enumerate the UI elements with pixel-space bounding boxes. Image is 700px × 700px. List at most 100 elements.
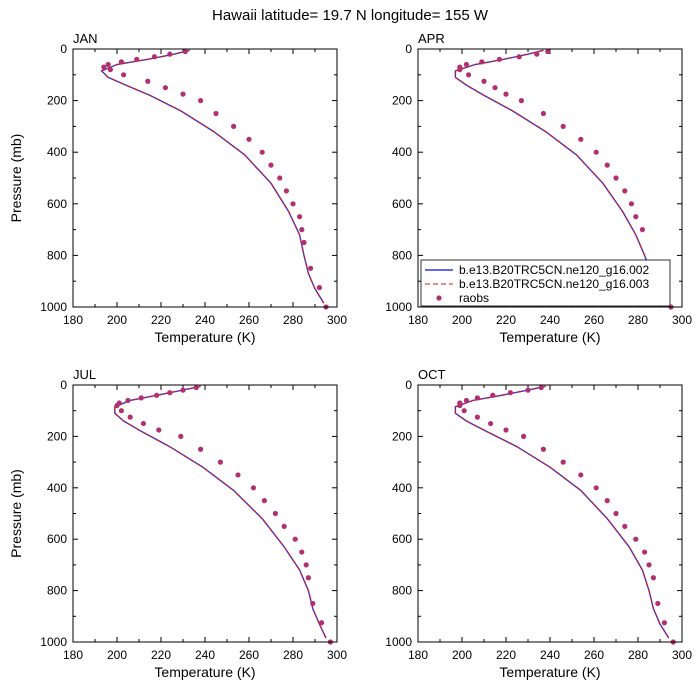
legend-entry: b.e13.B20TRC5CN.ne120_g16.002 — [459, 263, 649, 277]
panel-jan: JAN 180 200 220 240 260 280 300 0 200 400 600 800 100… — [8, 31, 347, 345]
x-tick-label: 220 — [151, 313, 171, 327]
raobs-point — [125, 397, 131, 404]
raobs-point — [277, 175, 283, 181]
panel-label-apr: APR — [418, 31, 445, 46]
raobs-point — [198, 446, 204, 452]
y-tick-label: 0 — [60, 42, 67, 56]
y-tick-label: 200 — [392, 94, 412, 108]
raobs-point — [613, 175, 619, 181]
x-tick-label: 300 — [327, 313, 347, 327]
raobs-point — [299, 549, 305, 555]
raobs-point — [193, 384, 199, 391]
figure-title: Hawaii latitude= 19.7 N longitude= 155 W — [212, 7, 489, 24]
raobs-point — [622, 523, 628, 529]
raobs-point — [628, 201, 635, 207]
x-axis-label: Temperature (K) — [499, 664, 600, 680]
x-tick-label: 280 — [283, 313, 303, 327]
series-002-line — [114, 385, 327, 639]
y-tick-label: 800 — [392, 248, 412, 262]
x-tick-label: 240 — [540, 313, 560, 327]
legend-box — [420, 259, 671, 307]
raobs-point — [303, 562, 309, 568]
y-tick-label: 1000 — [385, 635, 412, 649]
x-tick-label: 280 — [628, 648, 648, 662]
raobs-point — [560, 123, 566, 129]
y-tick-label: 400 — [392, 481, 412, 495]
raobs-point — [593, 149, 599, 155]
x-tick-label: 220 — [496, 648, 516, 662]
x-tick-label: 280 — [283, 648, 303, 662]
x-tick-label: 300 — [672, 313, 692, 327]
raobs-point — [538, 384, 544, 391]
raobs-point — [655, 600, 661, 607]
raobs-point — [516, 54, 522, 60]
raobs-point — [604, 162, 610, 168]
raobs-point — [259, 149, 265, 155]
panel-oct: OCT 180 200 220 240 260 280 300 0 200 400 600 800 100… — [385, 367, 692, 680]
raobs-point — [633, 214, 639, 220]
raobs-point — [107, 67, 113, 73]
x-tick-label: 200 — [107, 648, 127, 662]
raobs-point — [272, 510, 278, 517]
raobs-point — [268, 162, 274, 168]
raobs-point — [250, 485, 256, 491]
plot-frame — [72, 48, 338, 308]
raobs-point — [463, 61, 469, 68]
raobs-point — [180, 387, 186, 393]
raobs-point — [310, 600, 316, 607]
raobs-point — [661, 620, 668, 626]
raobs-point — [105, 61, 111, 68]
x-tick-label: 180 — [408, 648, 428, 662]
y-tick-label: 800 — [47, 584, 67, 598]
panel-label-oct: OCT — [418, 367, 446, 382]
y-tick-label: 800 — [392, 584, 412, 598]
legend: b.e13.B20TRC5CN.ne120_g16.002b.e13.B20TR… — [420, 259, 671, 307]
raobs-point — [283, 188, 289, 194]
series-003-line — [454, 385, 670, 639]
raobs-point — [474, 395, 480, 401]
plot-frame — [417, 384, 683, 643]
raobs-point — [639, 227, 646, 233]
raobs-point — [490, 392, 496, 398]
x-tick-label: 260 — [584, 648, 604, 662]
raobs-point — [496, 56, 502, 62]
legend-swatch-raobs — [436, 295, 442, 301]
raobs-point — [235, 472, 241, 478]
raobs-point — [297, 214, 303, 220]
y-tick-label: 1000 — [40, 300, 67, 314]
x-axis-label: Temperature (K) — [154, 329, 255, 345]
x-tick-label: 200 — [452, 648, 472, 662]
y-tick-label: 200 — [47, 94, 67, 108]
raobs-point — [578, 136, 584, 142]
x-tick-label: 260 — [584, 313, 604, 327]
raobs-point — [461, 408, 467, 414]
raobs-point — [180, 91, 186, 97]
y-tick-label: 400 — [392, 145, 412, 159]
y-tick-label: 200 — [47, 429, 67, 443]
raobs-point — [474, 414, 480, 420]
raobs-point — [167, 390, 173, 396]
raobs-point — [140, 420, 146, 427]
raobs-point — [457, 67, 463, 73]
raobs-point — [492, 85, 498, 91]
raobs-point — [479, 59, 485, 65]
raobs-point — [463, 397, 469, 404]
raobs-point — [308, 265, 314, 271]
raobs-point — [162, 85, 168, 91]
y-tick-label: 800 — [47, 248, 67, 262]
x-tick-label: 260 — [239, 313, 259, 327]
raobs-point — [121, 72, 127, 78]
raobs-point — [521, 433, 527, 439]
raobs-point — [178, 433, 184, 439]
y-tick-label: 600 — [47, 532, 67, 546]
raobs-point — [466, 72, 472, 78]
series-002-line — [100, 49, 325, 304]
x-tick-label: 240 — [540, 648, 560, 662]
raobs-point — [593, 485, 599, 491]
x-tick-label: 300 — [672, 648, 692, 662]
y-tick-label: 600 — [392, 532, 412, 546]
x-axis-label: Temperature (K) — [499, 329, 600, 345]
series-003-line — [114, 385, 327, 639]
y-tick-label: 600 — [47, 197, 67, 211]
x-tick-label: 180 — [63, 648, 83, 662]
